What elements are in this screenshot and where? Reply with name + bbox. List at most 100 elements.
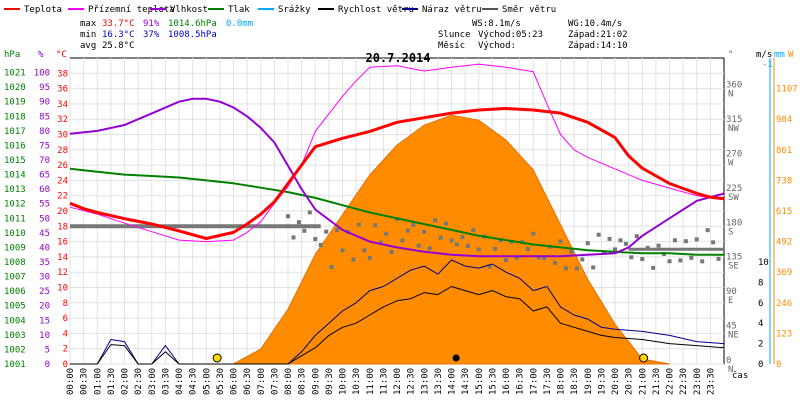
tick-label-hpa: 1019	[4, 98, 26, 108]
tick-label-temp: 12	[57, 268, 68, 278]
series-wind-dir-point	[362, 248, 367, 253]
series-wind-dir-point	[591, 265, 596, 270]
series-wind-dir-point	[427, 246, 432, 251]
series-wind-dir-point	[329, 265, 334, 270]
series-wind-dir-point	[569, 249, 574, 254]
tick-label-time: 20:30	[625, 368, 635, 395]
tick-label-time: 06:00	[230, 368, 240, 395]
series-wind-dir-point	[596, 232, 601, 237]
tick-label-temp: 32	[57, 115, 68, 125]
series-wind-dir-point	[351, 257, 356, 262]
axes-layer: 1001100210031004100510061007100810091010…	[4, 58, 798, 395]
tick-label-time: 03:00	[148, 368, 158, 395]
tick-label-w: 615	[776, 207, 792, 217]
tick-label-time: 22:00	[666, 368, 676, 395]
tick-label-time: 21:00	[638, 368, 648, 395]
series-wind-dir-point	[574, 266, 579, 271]
series-wind-dir-point	[433, 218, 438, 223]
tick-label-w: 492	[776, 238, 792, 248]
tick-label-temp: 8	[63, 299, 68, 309]
tick-label-ms: 0	[758, 360, 763, 370]
tick-label-time: 18:30	[570, 368, 580, 395]
tick-label-hpa: 1006	[4, 287, 26, 297]
tick-label-pct: 15	[39, 316, 50, 326]
tick-label-time: 20:00	[611, 368, 621, 395]
tick-label-dir-name: E	[728, 296, 733, 306]
series-wind-dir-point	[384, 231, 389, 236]
moonset: Západ:14:10	[568, 41, 628, 51]
series-wind-dir-point	[672, 238, 677, 243]
tick-label-time: 06:30	[243, 368, 253, 395]
series-layer	[69, 63, 725, 365]
legend-label: Náraz větru	[422, 5, 482, 15]
tick-label-pct: 60	[39, 185, 50, 195]
tick-label-time: 10:00	[339, 368, 349, 395]
tick-label-temp: 16	[57, 238, 68, 248]
tick-label-pct: 5	[45, 345, 50, 355]
tick-label-time: 10:30	[352, 368, 362, 395]
tick-label-pct: 30	[39, 273, 50, 283]
series-pressure-line	[69, 167, 724, 256]
tick-label-dir-deg: 270	[726, 149, 742, 159]
series-wind-dir-point	[422, 229, 427, 234]
tick-label-w: 0	[776, 360, 781, 370]
series-wind-dir-point	[689, 255, 694, 260]
tick-label-w: 1107	[776, 85, 798, 95]
tick-label-hpa: 1001	[4, 360, 26, 370]
series-wind-dir-point	[623, 241, 628, 246]
series-wind-dir-point	[651, 265, 656, 270]
unit-mm: mm	[774, 50, 785, 60]
unit-pct: %	[38, 50, 44, 60]
tick-label-hpa: 1017	[4, 127, 26, 137]
stats-min-temp: 16.3°C	[102, 30, 135, 40]
tick-label-time: 23:30	[706, 368, 716, 395]
tick-label-dir-deg: 315	[726, 115, 742, 125]
series-wind-dir-point	[504, 258, 508, 263]
legend-label: Teplota	[24, 5, 62, 15]
series-wind-dir-point	[389, 250, 394, 255]
tick-label-time: 01:00	[93, 368, 103, 395]
series-wind-dir-point	[324, 229, 329, 234]
tick-label-time: 05:00	[202, 368, 212, 395]
tick-label-pct: 40	[39, 243, 50, 253]
tick-label-temp: 30	[57, 131, 68, 141]
series-wind-dir-point	[400, 238, 405, 243]
stats-min-press: 1008.5hPa	[168, 30, 217, 40]
tick-label-time: 11:00	[366, 368, 376, 395]
moonrise: Východ:	[478, 41, 516, 51]
tick-label-pct: 10	[39, 331, 50, 341]
unit-cas: čas	[732, 370, 748, 381]
tick-label-ms: 4	[758, 319, 763, 329]
tick-label-pct: 0	[45, 360, 50, 370]
tick-label-w: 123	[776, 329, 792, 339]
tick-label-temp: 0	[63, 360, 68, 370]
tick-label-w: 984	[776, 115, 792, 125]
tick-label-temp: 26	[57, 161, 68, 171]
stats-max-press: 1014.6hPa	[168, 19, 217, 29]
tick-label-hpa: 1004	[4, 316, 26, 326]
series-wind-dir-point	[296, 220, 301, 225]
series-wind-dir-point	[367, 255, 372, 260]
tick-label-pct: 45	[39, 229, 50, 239]
wind-gust: WG:10.4m/s	[568, 19, 622, 29]
tick-label-pct: 80	[39, 127, 50, 137]
tick-label-hpa: 1014	[4, 171, 26, 181]
tick-label-time: 14:30	[461, 368, 471, 395]
tick-label-mm: -1	[762, 60, 773, 70]
tick-label-time: 07:30	[270, 368, 280, 395]
tick-label-pct: 35	[39, 258, 50, 268]
tick-label-pct: 75	[39, 141, 50, 151]
tick-label-dir-name: W	[728, 158, 734, 168]
tick-label-time: 08:00	[284, 368, 294, 395]
tick-label-time: 05:30	[216, 368, 226, 395]
tick-label-hpa: 1016	[4, 141, 26, 151]
series-wind-dir-point	[318, 242, 323, 247]
series-wind-dir-point	[476, 247, 481, 252]
tick-label-hpa: 1018	[4, 112, 26, 122]
sun-label: Slunce	[438, 30, 471, 40]
tick-label-dir-deg: 90	[726, 287, 737, 297]
series-wind-dir-point	[378, 240, 383, 245]
legend-label: Vlhkost	[170, 5, 208, 15]
tick-label-time: 14:00	[448, 368, 458, 395]
series-wind-dir-point	[405, 228, 410, 233]
